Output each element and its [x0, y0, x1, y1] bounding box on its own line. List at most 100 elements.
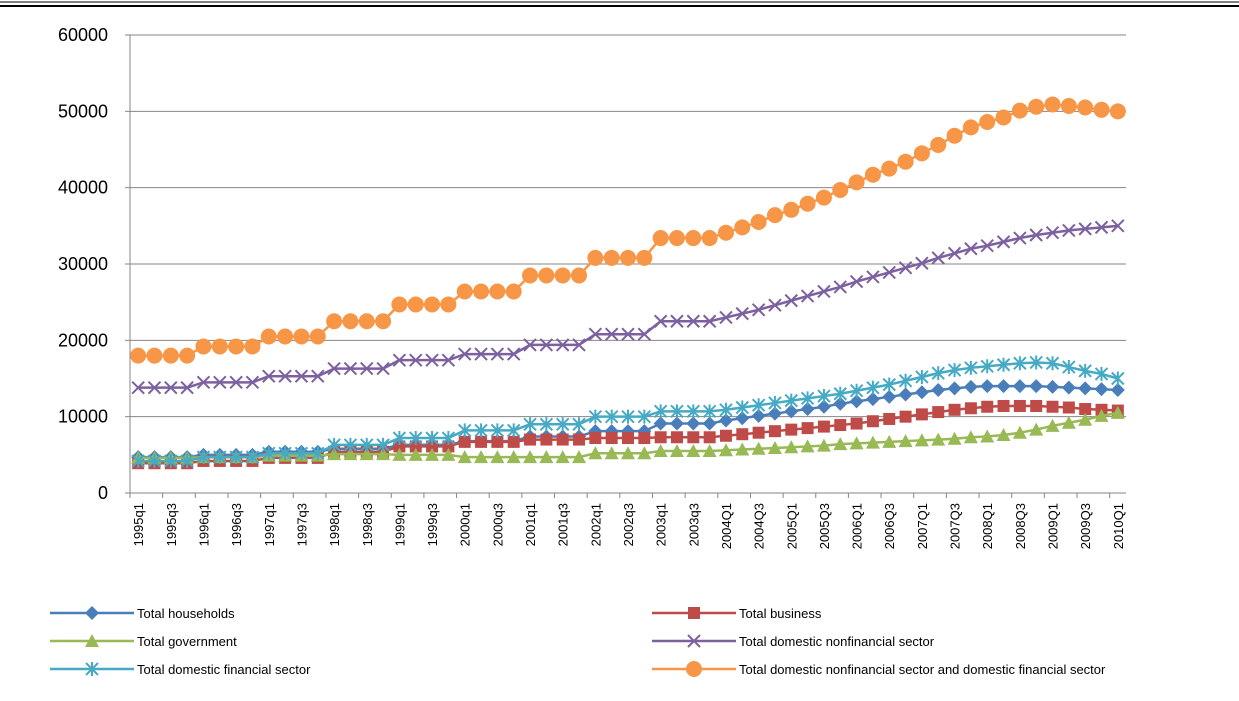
marker — [898, 261, 913, 275]
marker — [1078, 412, 1093, 426]
marker — [523, 338, 537, 352]
marker — [393, 440, 406, 453]
marker — [848, 174, 865, 191]
marker — [849, 394, 864, 409]
marker — [734, 219, 751, 236]
marker — [425, 447, 440, 461]
marker — [196, 450, 211, 465]
marker — [668, 230, 685, 247]
marker — [571, 267, 588, 284]
marker — [654, 431, 667, 444]
marker — [914, 385, 929, 400]
marker — [1094, 382, 1109, 397]
marker — [277, 328, 294, 345]
x-tick-label: 2003q1 — [654, 503, 669, 546]
marker — [1046, 400, 1059, 413]
y-tick-label: 0 — [98, 483, 108, 503]
marker — [669, 416, 684, 431]
marker — [228, 338, 245, 355]
marker — [702, 444, 717, 458]
marker — [800, 439, 815, 453]
marker — [278, 446, 292, 461]
marker — [670, 404, 684, 419]
marker — [260, 328, 277, 345]
marker — [587, 249, 604, 266]
marker — [262, 369, 276, 383]
marker — [343, 437, 358, 452]
marker — [850, 417, 863, 430]
marker — [815, 189, 832, 206]
marker — [832, 181, 849, 198]
marker — [687, 431, 700, 444]
marker — [653, 444, 668, 458]
marker — [426, 440, 439, 453]
marker — [407, 296, 424, 313]
marker — [864, 166, 881, 183]
marker — [326, 313, 343, 330]
x-tick-label: 2006Q3 — [882, 503, 897, 549]
marker — [213, 450, 227, 465]
marker — [311, 369, 325, 383]
marker — [293, 328, 310, 345]
marker — [914, 433, 929, 447]
x-tick-label: 1998q1 — [327, 503, 342, 546]
marker — [375, 313, 392, 330]
marker — [604, 327, 619, 341]
marker — [262, 446, 276, 461]
marker — [752, 426, 765, 439]
marker — [701, 230, 718, 247]
marker — [833, 386, 847, 401]
marker — [425, 353, 439, 367]
marker — [1029, 422, 1044, 436]
marker — [637, 409, 652, 424]
marker — [523, 417, 537, 432]
marker — [555, 338, 570, 352]
marker — [458, 423, 472, 438]
marker — [1030, 399, 1043, 412]
marker — [523, 450, 538, 464]
marker — [505, 283, 522, 300]
marker — [392, 431, 407, 446]
marker — [768, 425, 781, 438]
marker — [995, 109, 1012, 126]
marker — [751, 303, 766, 317]
marker — [702, 416, 717, 431]
x-tick-label: 1997q1 — [262, 503, 277, 546]
x-tick-label: 2007Q1 — [915, 503, 930, 549]
marker — [719, 429, 732, 442]
marker — [717, 224, 734, 241]
marker — [85, 662, 99, 676]
marker — [441, 431, 456, 446]
marker — [767, 406, 782, 421]
marker — [897, 153, 914, 170]
marker — [915, 256, 929, 270]
marker — [506, 423, 521, 438]
marker — [490, 450, 505, 464]
marker — [1061, 415, 1076, 429]
x-tick-label: 2001q1 — [523, 503, 538, 546]
marker — [996, 379, 1011, 394]
marker — [979, 114, 996, 131]
marker — [1044, 96, 1061, 113]
marker — [964, 360, 978, 375]
series — [131, 355, 1125, 468]
marker — [179, 347, 196, 364]
marker — [899, 410, 912, 423]
x-tick-label: 1997q3 — [294, 503, 309, 546]
marker — [588, 327, 603, 341]
marker — [358, 313, 375, 330]
marker — [996, 427, 1011, 441]
marker — [833, 396, 848, 411]
marker — [816, 438, 831, 452]
marker — [1012, 379, 1027, 394]
marker — [343, 361, 358, 376]
marker — [1045, 379, 1060, 394]
marker — [131, 380, 145, 395]
marker — [572, 450, 587, 464]
marker — [980, 379, 995, 394]
marker — [621, 409, 635, 424]
marker — [865, 435, 880, 449]
marker — [783, 201, 800, 218]
marker — [735, 411, 750, 426]
marker — [605, 432, 618, 445]
